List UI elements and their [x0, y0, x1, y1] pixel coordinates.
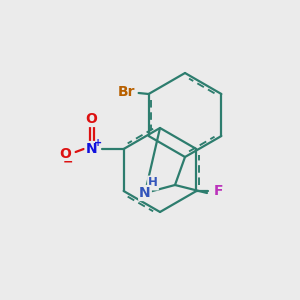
Text: Br: Br	[118, 85, 135, 99]
Text: N: N	[86, 142, 98, 156]
Text: H: H	[148, 176, 158, 190]
Text: F: F	[214, 184, 223, 198]
Text: −: −	[62, 155, 73, 169]
Text: +: +	[94, 138, 102, 148]
Text: N: N	[139, 186, 151, 200]
Text: O: O	[86, 112, 98, 126]
Text: O: O	[60, 147, 72, 161]
